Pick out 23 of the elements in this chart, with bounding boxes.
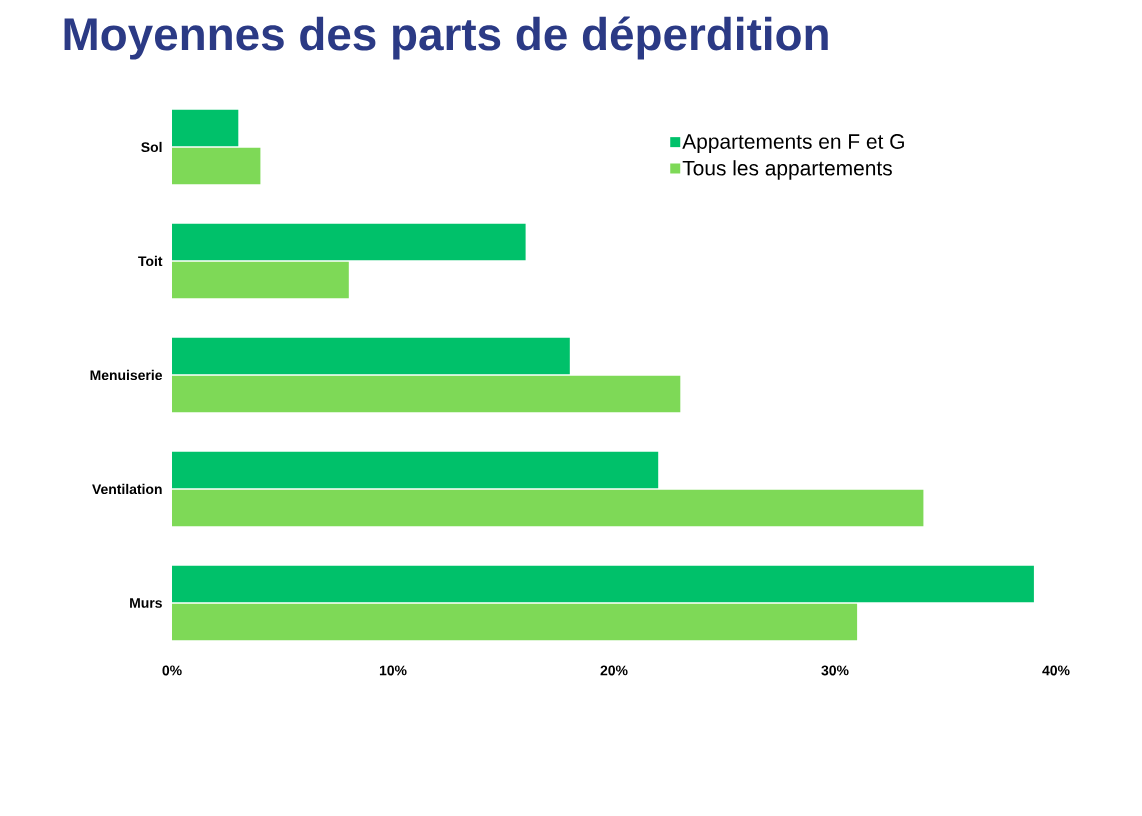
bar [172, 337, 570, 375]
bar [172, 565, 1034, 603]
bar [172, 489, 924, 527]
bar [172, 451, 659, 489]
x-tick-label: 0% [162, 665, 182, 676]
y-tick-label: Menuiserie [90, 369, 163, 381]
x-tick-label: 20% [600, 665, 628, 676]
x-tick-label: 40% [1042, 665, 1070, 676]
chart-title: Moyennes des parts de déperdition [64, 16, 828, 60]
y-tick-label: Murs [130, 598, 162, 608]
y-tick-label: Toit [138, 255, 163, 267]
x-tick-label: 10% [379, 665, 407, 676]
bar [172, 147, 261, 185]
bar [172, 375, 681, 413]
bar [172, 109, 239, 147]
bar [172, 261, 349, 299]
y-tick-label: Sol [141, 141, 162, 153]
legend-label: Appartements en F et G [682, 134, 904, 154]
legend-label: Tous les appartements [682, 160, 892, 180]
x-tick-label: 30% [821, 665, 849, 676]
y-tick-label: Ventilation [92, 483, 162, 495]
bar [172, 603, 858, 641]
bar [172, 223, 526, 261]
